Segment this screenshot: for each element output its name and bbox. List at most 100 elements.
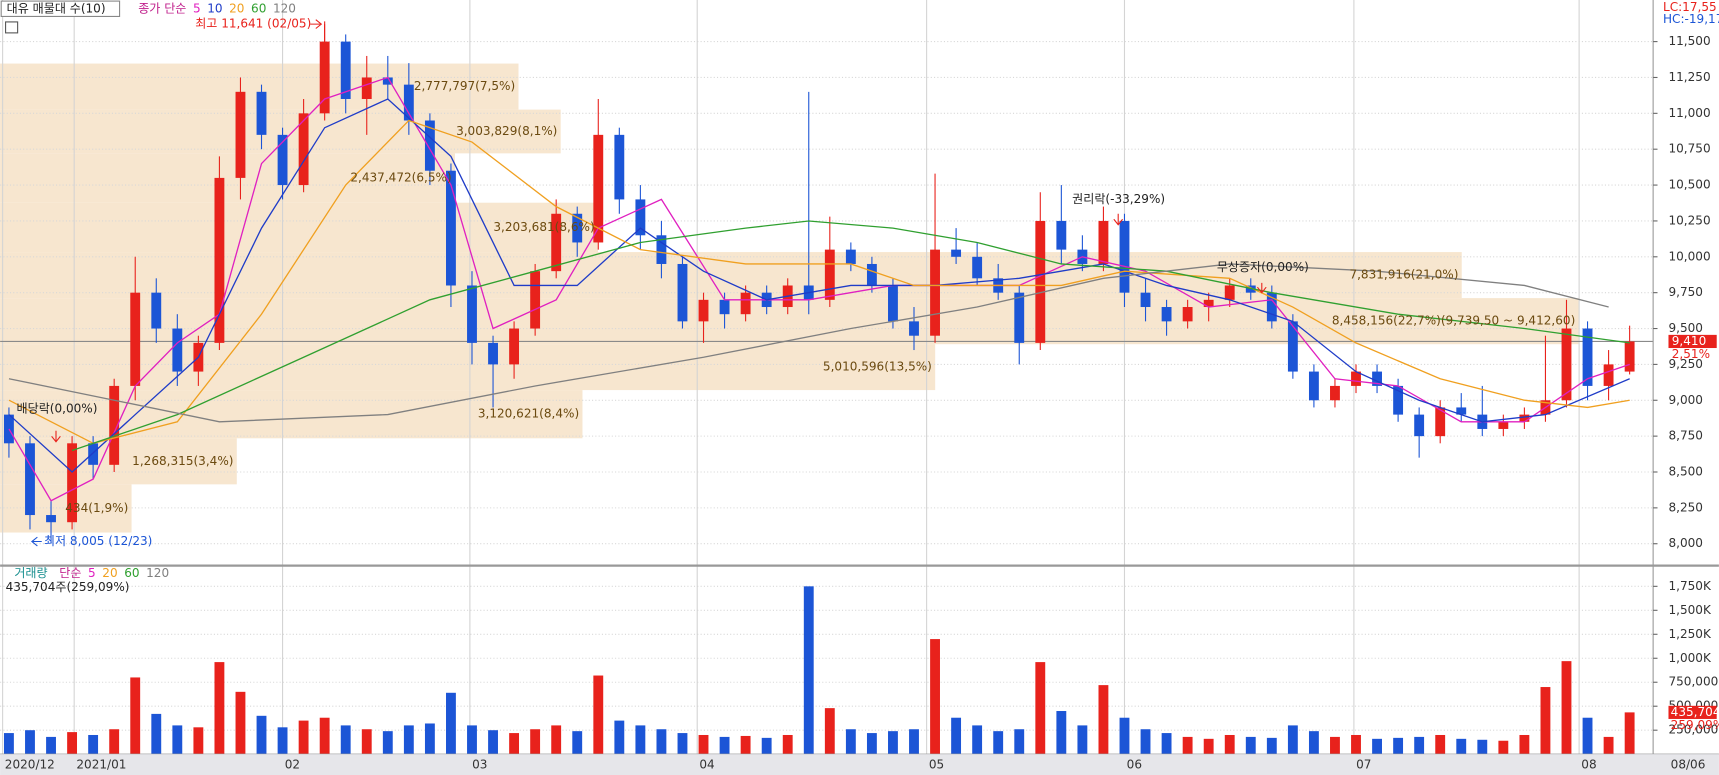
volume-bar xyxy=(782,734,793,755)
x-tick-label: 02 xyxy=(285,758,300,772)
volume-bar xyxy=(88,734,99,755)
candle-body xyxy=(1308,371,1319,401)
candle-body xyxy=(361,77,372,99)
volume-ma-label: 단순 xyxy=(59,566,81,580)
x-axis-band xyxy=(0,754,1719,775)
candle-body xyxy=(403,84,414,121)
ma-legend-item: 10 xyxy=(207,1,222,15)
last-price-label: 9,410 xyxy=(1672,334,1707,348)
volume-bar xyxy=(214,662,225,755)
volume-bar xyxy=(319,717,330,755)
y-tick-label: 10,250 xyxy=(1668,213,1710,227)
volume-bar xyxy=(530,729,541,755)
candle-body xyxy=(1624,341,1635,372)
volume-bar xyxy=(46,736,56,755)
volume-bar xyxy=(1056,711,1067,755)
volume-bar xyxy=(719,736,730,755)
candle-body xyxy=(1456,407,1467,415)
volume-bar xyxy=(1161,733,1172,755)
volume-bar xyxy=(1456,738,1467,755)
y-tick-label: 8,500 xyxy=(1668,464,1703,478)
volume-bar xyxy=(909,729,919,755)
corner-label: LC:17,55 xyxy=(1663,0,1717,14)
candle-body xyxy=(972,256,983,279)
candle-body xyxy=(319,41,330,114)
candle-body xyxy=(719,299,730,315)
candle-body xyxy=(593,134,604,243)
rights-annotation: 권리락(-33,29%) xyxy=(1072,192,1165,206)
volume-bar xyxy=(1540,687,1551,755)
candle-body xyxy=(1119,220,1130,293)
volume-bar xyxy=(635,725,646,755)
candle-body xyxy=(1035,220,1046,343)
candle-body xyxy=(277,134,288,186)
volume-bar xyxy=(993,731,1004,755)
candle-body xyxy=(572,213,583,243)
corner-label: HC:-19,17 xyxy=(1663,12,1719,26)
ma-legend-label: 종가 단순 xyxy=(138,1,186,15)
volume-bar xyxy=(1182,736,1193,755)
volume-bar xyxy=(130,677,141,755)
candle-body xyxy=(509,328,520,365)
moving-average xyxy=(8,76,1630,502)
candle-body xyxy=(909,321,919,336)
volume-bar xyxy=(382,731,393,755)
legend-box xyxy=(0,0,121,17)
last-price-change: 2,51% xyxy=(1672,347,1710,361)
volume-profile-label: 8,458,156(22,7%) xyxy=(1332,314,1441,328)
volume-last-change: 259,09% xyxy=(1671,718,1719,732)
candle-body xyxy=(824,249,835,300)
volume-bar xyxy=(4,733,14,755)
volume-bar xyxy=(1140,729,1151,755)
dividend-arrow xyxy=(51,430,61,443)
candle-body xyxy=(109,385,120,465)
candle-body xyxy=(845,249,856,264)
volume-legend-item: 20 xyxy=(102,566,117,580)
volume-bar xyxy=(803,586,814,755)
candle-body xyxy=(1351,371,1361,386)
candle-body xyxy=(888,285,898,322)
y-tick-label: 9,750 xyxy=(1668,285,1703,299)
x-tick-label: 08 xyxy=(1581,758,1596,772)
candle-body xyxy=(488,342,498,365)
volume-bar xyxy=(951,717,962,755)
candle-body xyxy=(214,177,225,343)
x-tick-label: 2021/01 xyxy=(76,758,126,772)
volume-bar xyxy=(593,675,604,755)
volume-bar xyxy=(340,725,351,755)
candle-body xyxy=(1161,307,1172,322)
volume-profile-bar xyxy=(0,484,132,533)
ma-legend-item: 120 xyxy=(273,1,296,15)
candle-body xyxy=(1266,292,1277,322)
moving-average xyxy=(71,220,1630,452)
x-tick-label: 07 xyxy=(1356,758,1371,772)
candle-body xyxy=(256,91,267,135)
volume-bar xyxy=(151,713,162,755)
candle-body xyxy=(1056,220,1067,250)
volume-bar xyxy=(298,720,309,755)
y-tick-label: 11,000 xyxy=(1668,106,1710,120)
high-annotation: 최고 11,641 (02/05) xyxy=(195,17,311,31)
volume-bar xyxy=(277,727,288,755)
volume-bar xyxy=(1308,731,1319,755)
volume-bar xyxy=(109,729,120,755)
moving-average xyxy=(8,98,1630,473)
y-tick-label: 1,000K xyxy=(1668,651,1711,665)
y-tick-label: 11,500 xyxy=(1668,34,1710,48)
volume-bar xyxy=(551,725,562,755)
volume-bar xyxy=(1119,717,1130,755)
candle-body xyxy=(1582,328,1593,386)
candle-body xyxy=(446,170,456,286)
candle-body xyxy=(382,77,393,85)
volume-profile-label: 3,203,681(8,6%) xyxy=(493,220,594,234)
volume-bar xyxy=(614,720,625,755)
volume-bar xyxy=(1624,712,1635,755)
candle-body xyxy=(25,443,35,516)
x-tick-label: 2020/12 xyxy=(5,758,55,772)
moving-average xyxy=(8,263,1609,423)
volume-legend-title: 거래량 xyxy=(14,566,47,580)
grid-icon[interactable] xyxy=(5,21,19,34)
volume-bar xyxy=(888,731,898,755)
volume-bar xyxy=(1245,736,1256,755)
